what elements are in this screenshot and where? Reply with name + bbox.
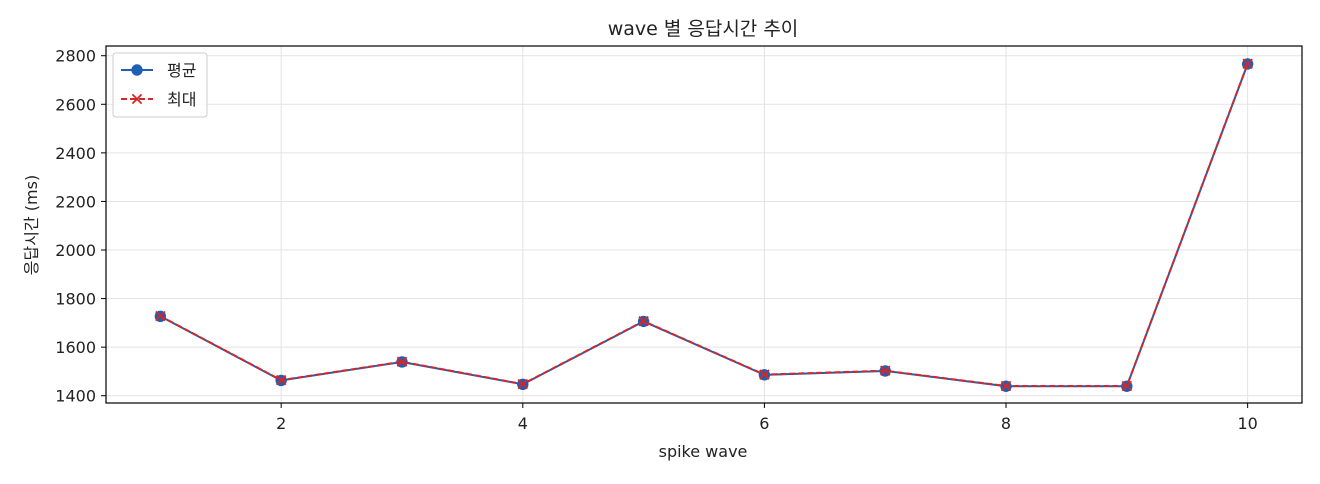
y-axis-label: 응답시간 (ms) — [22, 175, 41, 275]
data-point — [396, 356, 408, 367]
y-tick-label: 2000 — [55, 241, 96, 260]
data-point-stroke — [275, 374, 287, 386]
x-axis-label: spike wave — [659, 442, 748, 461]
legend-item: 평균 — [121, 61, 196, 80]
data-point — [275, 374, 287, 386]
y-tick-label: 2200 — [55, 192, 96, 211]
data-point — [1000, 380, 1012, 392]
data-point — [1242, 58, 1253, 69]
series-2 — [155, 58, 1253, 392]
y-tick-label: 1400 — [55, 387, 96, 406]
data-point — [517, 378, 529, 390]
x-tick-label: 10 — [1237, 414, 1257, 433]
data-point-stroke — [638, 315, 649, 327]
legend-label: 평균 — [167, 61, 196, 80]
data-point-stroke — [1000, 380, 1012, 392]
data-point — [155, 310, 166, 322]
legend-marker-stroke — [131, 93, 143, 105]
data-point-stroke — [879, 365, 891, 376]
series-line — [159, 63, 1249, 388]
data-point — [638, 315, 649, 327]
grid-lines — [106, 46, 1302, 403]
x-tick-label: 2 — [276, 414, 286, 433]
chart-title: wave 별 응답시간 추이 — [608, 18, 799, 40]
x-tick-label: 8 — [1001, 414, 1011, 433]
y-tick-label: 1800 — [55, 290, 96, 309]
series-line — [159, 63, 1249, 387]
y-tick-label: 1600 — [55, 338, 96, 357]
data-point — [879, 365, 891, 376]
y-tick-label: 2600 — [55, 95, 96, 114]
legend-label: 최대 — [167, 90, 196, 109]
data-point-stroke — [759, 369, 770, 380]
series-layer — [154, 58, 1254, 392]
legend-marker — [131, 93, 143, 105]
data-point — [759, 369, 770, 380]
data-point-stroke — [396, 356, 408, 367]
y-tick-label: 2800 — [55, 47, 96, 66]
data-point-stroke — [1121, 380, 1133, 392]
data-point-stroke — [155, 310, 166, 322]
legend-item: 최대 — [121, 90, 196, 109]
y-tick-label: 2400 — [55, 144, 96, 163]
series-1 — [154, 58, 1254, 392]
plot-area-frame — [105, 45, 1303, 404]
x-tick-label: 4 — [518, 414, 528, 433]
x-tick-label: 6 — [759, 414, 769, 433]
data-point-stroke — [517, 378, 529, 390]
data-point — [1121, 380, 1133, 392]
data-point-stroke — [1242, 58, 1253, 69]
legend-marker — [131, 64, 143, 76]
axis-ticks: 2 4 6 8 10 1400 1600 1800 2000 2200 2400 2600 2800 — [55, 47, 1258, 433]
